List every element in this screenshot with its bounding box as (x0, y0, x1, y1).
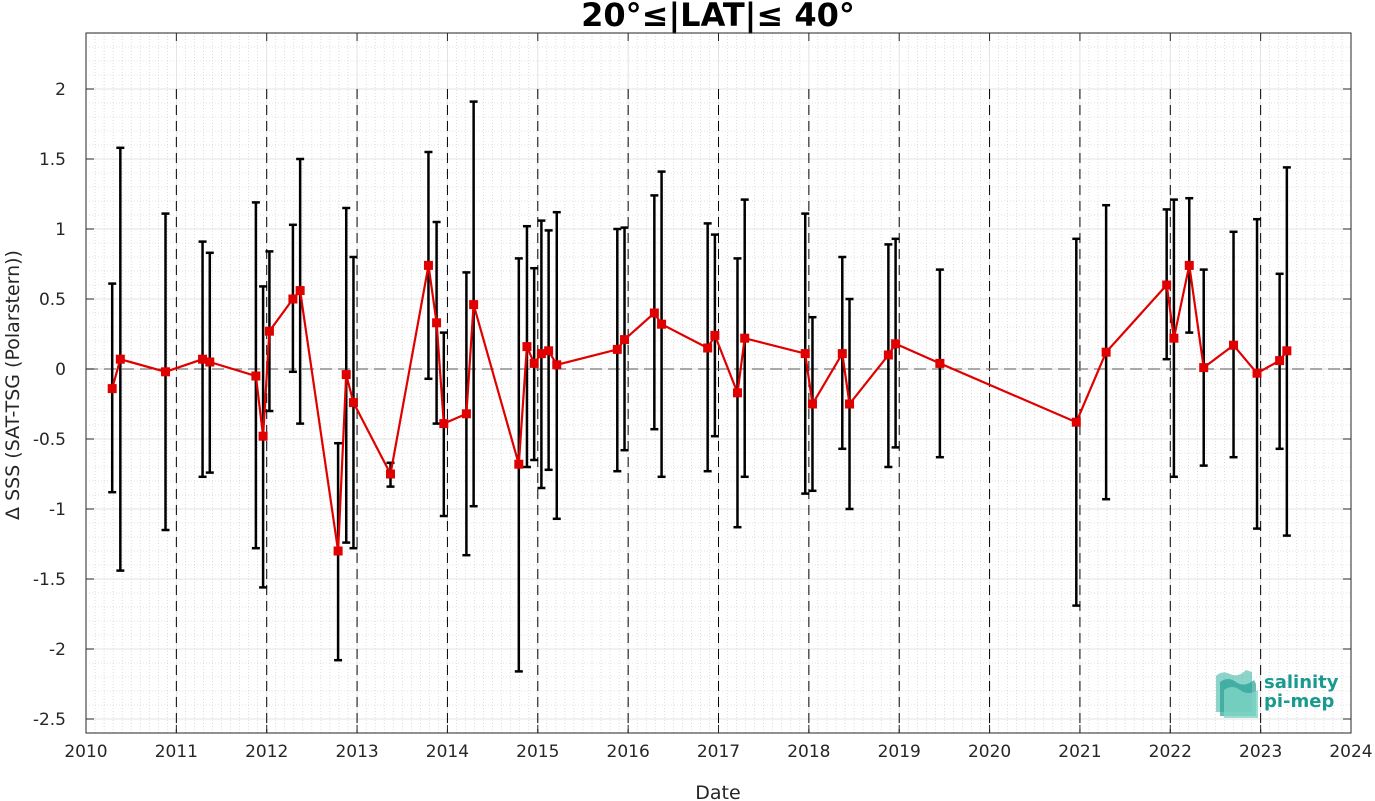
data-point-marker (620, 335, 630, 345)
data-point-marker (251, 371, 261, 381)
data-point-marker (295, 286, 305, 296)
data-point-marker (891, 339, 901, 349)
data-point-marker (552, 360, 562, 370)
data-point-marker (1162, 280, 1172, 290)
y-axis-label: Δ SSS (SAT-TSG (Polarstern)) (2, 250, 24, 520)
grid-layer (85, 33, 1352, 733)
data-point-marker (461, 409, 471, 419)
logo-line-1: salinity (1264, 672, 1339, 693)
data-point-marker (469, 300, 479, 310)
data-layer (107, 100, 1292, 673)
x-tick-label: 2020 (968, 742, 1011, 762)
x-tick-label: 2022 (1149, 742, 1192, 762)
data-point-marker (1252, 368, 1262, 378)
x-tick-label: 2013 (335, 742, 378, 762)
y-tick-label: 2 (55, 80, 66, 100)
x-tick-label: 2019 (878, 742, 921, 762)
data-point-marker (423, 260, 433, 270)
x-tick-label: 2012 (245, 742, 288, 762)
chart-title: 20°≤|LAT|≤ 40° (581, 0, 855, 35)
data-point-marker (1071, 417, 1081, 427)
data-point-marker (341, 370, 351, 380)
y-tick-label: -1.5 (33, 570, 66, 590)
y-tick-label: 0 (55, 360, 66, 380)
x-tick-label: 2011 (155, 742, 198, 762)
x-tick-label: 2017 (697, 742, 740, 762)
data-point-marker (258, 431, 268, 441)
data-point-marker (514, 459, 524, 469)
x-tick-label: 2021 (1058, 742, 1101, 762)
y-tick-label: -0.5 (33, 430, 66, 450)
x-axis-label: Date (695, 782, 740, 801)
y-tick-label: 1.5 (39, 150, 66, 170)
series-line (111, 265, 1288, 552)
data-point-marker (883, 350, 893, 360)
data-point-marker (264, 326, 274, 336)
data-point-marker (807, 399, 817, 409)
data-point-marker (1282, 346, 1292, 356)
data-point-marker (522, 342, 532, 352)
data-point-marker (1101, 347, 1111, 357)
data-point-marker (1184, 260, 1194, 270)
data-point-marker (845, 399, 855, 409)
data-point-marker (1199, 363, 1209, 373)
data-point-marker (544, 346, 554, 356)
data-point-marker (432, 318, 442, 328)
data-point-marker (386, 469, 396, 479)
x-tick-label: 2018 (787, 742, 830, 762)
data-point-marker (115, 354, 125, 364)
salinity-pi-mep-logo: salinity pi-mep (1216, 670, 1339, 718)
data-point-marker (649, 308, 659, 318)
y-tick-label: 0.5 (39, 290, 66, 310)
data-point-marker (1169, 333, 1179, 343)
tick-layer: 2010 2011 2012 2013 2014 2015 2016 2017 2018 2019… (33, 33, 1373, 762)
y-tick-label: -2 (49, 640, 66, 660)
data-point-marker (837, 349, 847, 359)
data-point-marker (348, 398, 358, 408)
logo-line-2: pi-mep (1264, 691, 1334, 712)
x-tick-label: 2023 (1239, 742, 1282, 762)
data-point-marker (529, 358, 539, 368)
waves-icon (1216, 670, 1258, 718)
x-tick-label: 2016 (607, 742, 650, 762)
x-tick-label: 2010 (64, 742, 107, 762)
data-point-marker (703, 343, 713, 353)
y-tick-label: -1 (49, 500, 66, 520)
x-tick-label: 2024 (1329, 742, 1372, 762)
data-point-marker (1275, 356, 1285, 366)
y-tick-label: 1 (55, 220, 66, 240)
x-tick-label: 2015 (516, 742, 559, 762)
data-point-marker (161, 367, 171, 377)
y-tick-label: -2.5 (33, 710, 66, 730)
data-point-marker (333, 546, 343, 556)
data-point-marker (800, 349, 810, 359)
data-point-marker (205, 357, 215, 367)
data-point-marker (288, 294, 298, 304)
data-point-marker (935, 358, 945, 368)
data-point-marker (657, 319, 667, 329)
data-point-marker (439, 419, 449, 429)
x-tick-label: 2014 (426, 742, 469, 762)
data-point-marker (710, 330, 720, 340)
data-point-marker (740, 333, 750, 343)
data-point-marker (107, 384, 117, 394)
data-point-marker (612, 344, 622, 354)
data-point-marker (1229, 340, 1239, 350)
data-point-marker (732, 388, 742, 398)
